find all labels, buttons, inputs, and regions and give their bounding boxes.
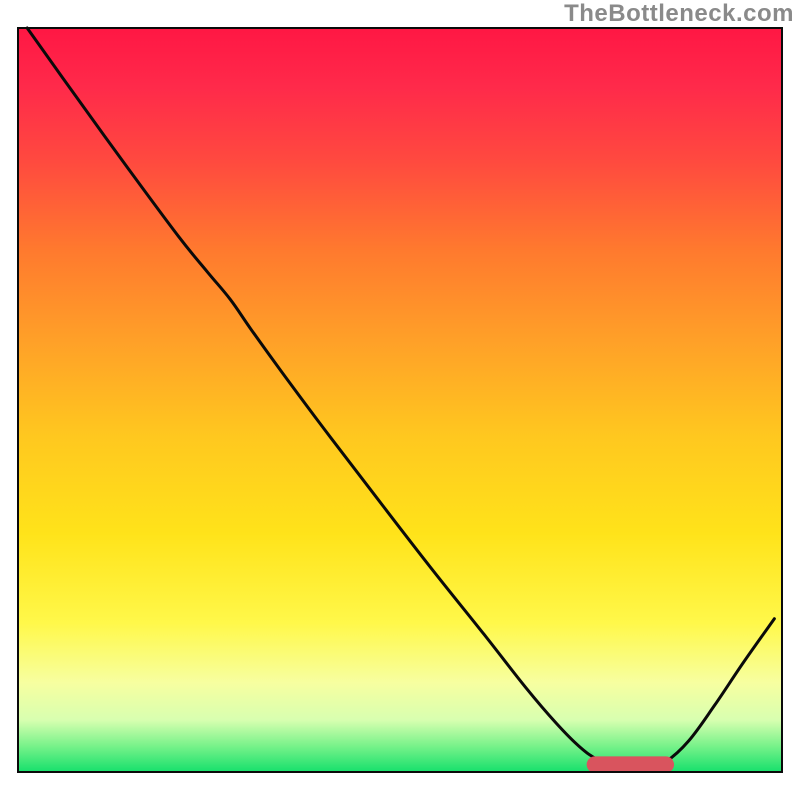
chart-container: TheBottleneck.com xyxy=(0,0,800,800)
watermark-text: TheBottleneck.com xyxy=(564,0,794,28)
bottleneck-chart xyxy=(0,0,800,800)
